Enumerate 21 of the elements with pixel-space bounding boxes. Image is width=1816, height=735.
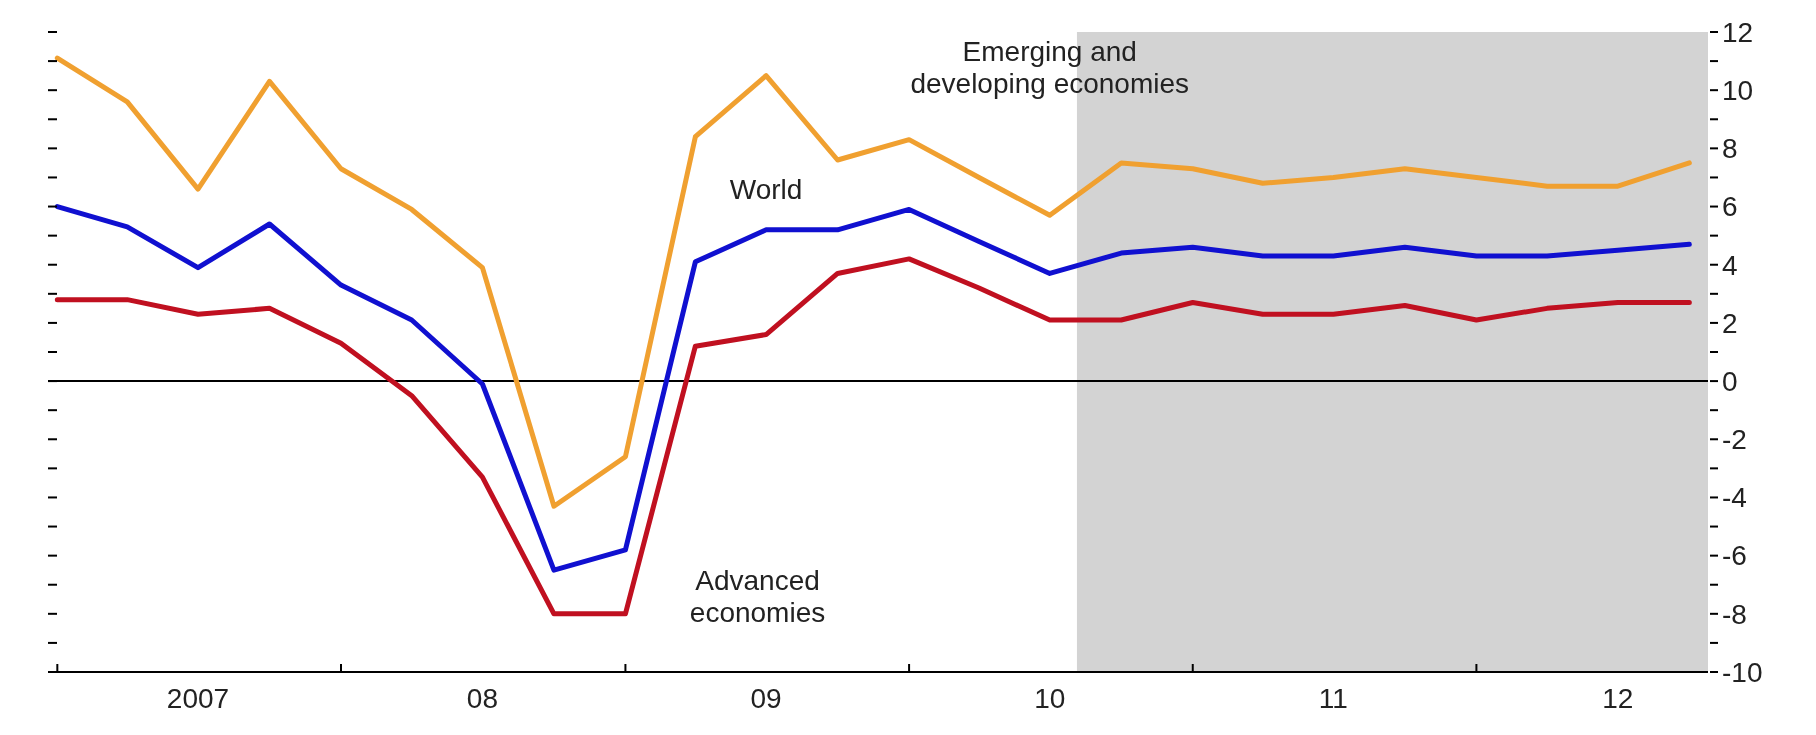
x-tick-label: 09	[750, 683, 782, 714]
series-label: World	[729, 173, 803, 205]
x-tick-label: 11	[1318, 683, 1348, 714]
y-tick-label: -8	[1722, 598, 1747, 630]
y-tick-label: 10	[1722, 74, 1754, 106]
series-label: Advanced economies	[689, 565, 826, 629]
y-tick-label: 4	[1722, 249, 1738, 281]
y-tick-label: -6	[1722, 540, 1747, 572]
y-tick-label: -10	[1722, 656, 1763, 688]
x-tick-label: 2007	[166, 683, 230, 714]
x-tick-label: 12	[1602, 683, 1634, 714]
x-tick-label: 10	[1034, 683, 1066, 714]
x-tick-label: 08	[466, 683, 499, 714]
y-tick-label: 0	[1722, 365, 1738, 397]
series-label: Emerging and developing economies	[910, 35, 1190, 99]
y-tick-label: 8	[1722, 133, 1738, 165]
y-tick-label: 12	[1722, 16, 1754, 48]
y-tick-label: 2	[1722, 307, 1738, 339]
y-tick-label: 6	[1722, 191, 1738, 223]
y-tick-label: -4	[1722, 482, 1747, 514]
y-tick-label: -2	[1722, 424, 1747, 456]
